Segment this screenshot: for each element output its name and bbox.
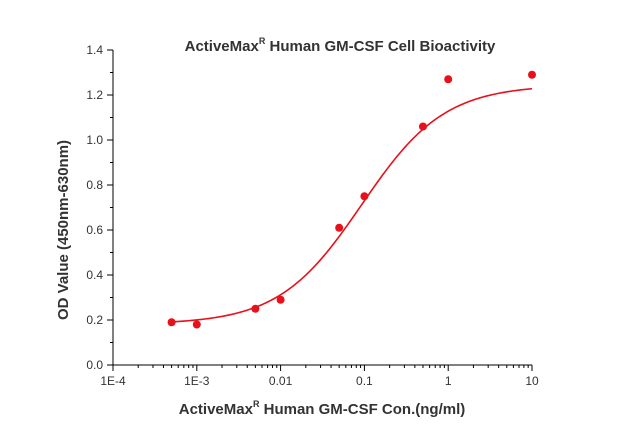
- chart-title: ActiveMaxR Human GM-CSF Cell Bioactivity: [185, 36, 496, 55]
- data-point: [335, 223, 344, 232]
- y-tick-label: 0.6: [86, 223, 103, 237]
- x-tick-label: 1E-3: [184, 374, 210, 388]
- y-axis-label: OD Value (450nm-630nm): [55, 140, 72, 320]
- y-tick-label: 0.2: [86, 313, 103, 327]
- data-point: [167, 318, 176, 327]
- y-tick-label: 0.8: [86, 178, 103, 192]
- y-tick-label: 0.0: [86, 358, 103, 372]
- x-tick-label: 1E-4: [100, 374, 126, 388]
- fit-curve: [171, 87, 533, 323]
- data-points-layer: [167, 70, 536, 329]
- axes: 0.0 0.2 0.4 0.6 0.8 1.0 1.2 1.4 1E-4 1E-3 0.01 0.1 1…: [86, 43, 539, 388]
- data-point: [251, 304, 260, 313]
- x-tick-label: 0.01: [269, 374, 293, 388]
- data-point: [360, 192, 369, 201]
- x-axis-label: ActiveMaxR Human GM-CSF Con.(ng/ml): [179, 399, 466, 418]
- x-tick-label: 0.1: [356, 374, 373, 388]
- y-tick-label: 1.4: [86, 43, 103, 57]
- y-tick-label: 1.2: [86, 88, 103, 102]
- data-point: [276, 295, 285, 304]
- data-point: [444, 75, 453, 84]
- y-tick-label: 1.0: [86, 133, 103, 147]
- fit-curve-layer: [171, 87, 533, 323]
- data-point: [418, 122, 427, 131]
- data-point: [192, 320, 201, 329]
- y-tick-label: 0.4: [86, 268, 103, 282]
- x-tick-label: 10: [525, 374, 539, 388]
- data-point: [528, 70, 536, 79]
- x-tick-label: 1: [445, 374, 452, 388]
